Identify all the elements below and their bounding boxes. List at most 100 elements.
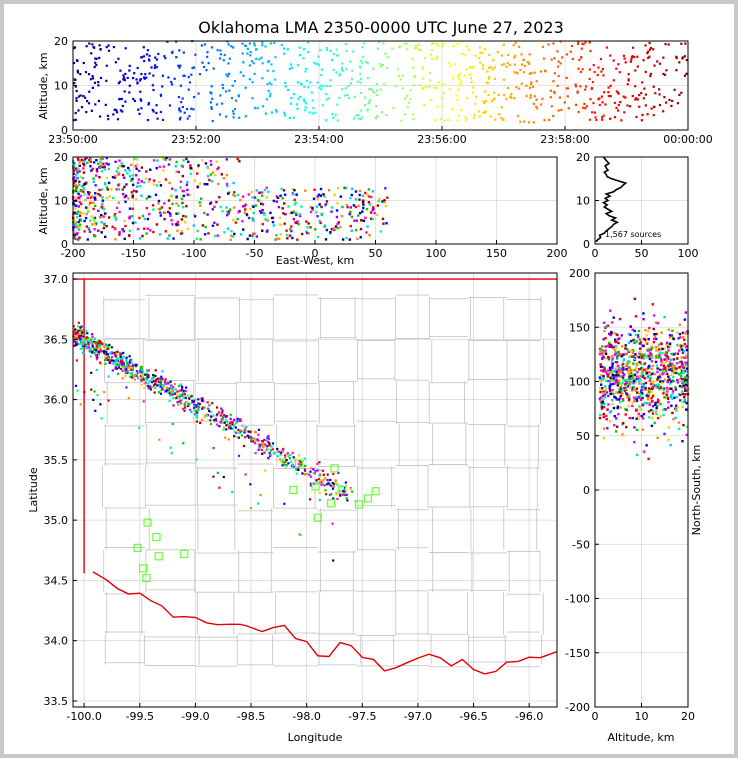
source-point xyxy=(174,388,177,391)
source-point xyxy=(605,325,608,329)
source-point xyxy=(678,323,682,326)
source-point xyxy=(319,187,323,191)
source-point xyxy=(358,189,362,193)
source-point xyxy=(649,46,653,50)
source-point xyxy=(577,110,580,114)
source-point xyxy=(645,444,648,447)
source-point xyxy=(89,158,92,162)
source-point xyxy=(500,116,503,120)
source-point xyxy=(76,167,80,171)
source-point xyxy=(130,214,134,218)
source-point xyxy=(85,212,88,216)
source-point xyxy=(197,398,200,401)
source-point xyxy=(175,195,178,198)
source-point xyxy=(642,97,645,100)
source-point xyxy=(128,169,131,172)
source-point xyxy=(226,75,229,78)
source-point xyxy=(662,413,665,417)
source-point xyxy=(332,116,335,119)
source-point xyxy=(89,347,92,350)
source-point xyxy=(530,81,533,84)
source-point xyxy=(288,457,291,460)
source-point xyxy=(350,215,354,219)
source-point xyxy=(663,347,666,350)
source-point xyxy=(107,163,110,166)
source-point xyxy=(626,367,630,371)
source-point xyxy=(222,417,225,421)
source-point xyxy=(628,416,631,420)
source-point xyxy=(668,334,672,337)
source-point xyxy=(195,458,198,461)
source-point xyxy=(618,388,621,391)
source-point xyxy=(92,340,96,343)
source-point xyxy=(289,212,292,215)
source-point xyxy=(618,397,622,400)
y-tick-label: 33.5 xyxy=(44,695,69,708)
source-point xyxy=(234,430,237,433)
source-point xyxy=(206,401,209,404)
source-point xyxy=(557,109,560,112)
source-point xyxy=(664,368,667,372)
source-point xyxy=(328,84,332,88)
source-point xyxy=(86,210,90,213)
source-point xyxy=(430,98,433,102)
source-point xyxy=(372,91,375,94)
source-point xyxy=(608,345,612,348)
source-point xyxy=(181,407,185,410)
source-point xyxy=(138,184,142,188)
source-point xyxy=(286,452,289,455)
source-point xyxy=(293,203,296,206)
source-point xyxy=(255,235,259,238)
source-point xyxy=(414,46,417,50)
source-point xyxy=(613,353,617,357)
source-point xyxy=(97,342,100,345)
source-point xyxy=(345,49,348,52)
source-point xyxy=(601,398,605,401)
source-point xyxy=(203,416,206,419)
source-point xyxy=(232,116,235,119)
source-point xyxy=(194,413,197,416)
source-point xyxy=(121,173,125,177)
source-point xyxy=(228,422,232,425)
source-point xyxy=(266,69,269,72)
source-point xyxy=(602,114,605,117)
source-point xyxy=(635,115,638,119)
source-point xyxy=(147,369,150,372)
source-point xyxy=(149,195,152,199)
source-point xyxy=(614,338,617,341)
source-point xyxy=(622,433,625,437)
source-point xyxy=(244,44,248,48)
source-point xyxy=(472,66,475,69)
source-point xyxy=(622,54,626,57)
source-point xyxy=(613,374,617,377)
source-point xyxy=(590,87,593,90)
source-point xyxy=(471,91,474,94)
source-point xyxy=(683,398,687,402)
source-point xyxy=(600,387,604,390)
source-point xyxy=(238,429,242,432)
source-point xyxy=(600,374,603,377)
source-point xyxy=(629,380,632,384)
source-point xyxy=(683,376,687,379)
source-point xyxy=(632,349,635,353)
source-point xyxy=(141,376,144,379)
source-point xyxy=(232,46,235,49)
source-point xyxy=(644,386,647,390)
source-point xyxy=(282,189,286,192)
source-point xyxy=(289,453,292,457)
source-point xyxy=(578,58,581,62)
plan-ylabel: Latitude xyxy=(27,467,40,513)
source-point xyxy=(116,167,120,170)
source-point xyxy=(88,219,92,222)
source-point xyxy=(117,201,121,204)
source-point xyxy=(301,472,304,475)
source-point xyxy=(680,91,683,94)
source-point xyxy=(653,333,656,336)
source-point xyxy=(162,169,165,172)
source-point xyxy=(599,363,602,366)
source-point xyxy=(113,214,116,217)
source-point xyxy=(615,417,618,420)
source-point xyxy=(648,41,651,45)
source-point xyxy=(190,107,193,110)
source-point xyxy=(646,376,650,380)
